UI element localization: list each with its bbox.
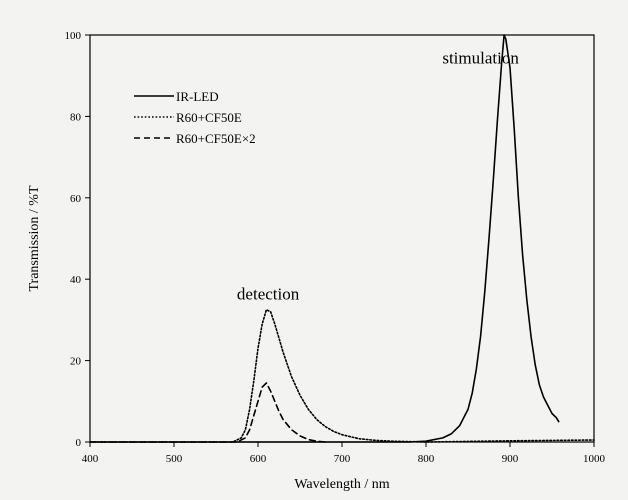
x-tick-label: 600	[250, 453, 267, 465]
series-line-1	[89, 34, 560, 443]
y-tick-label: 40	[70, 274, 82, 286]
series-line-2	[89, 308, 595, 443]
x-tick-label: 800	[418, 453, 435, 465]
x-tick-label: 400	[82, 453, 99, 465]
y-tick-label: 0	[76, 437, 82, 449]
y-tick-label: 100	[65, 30, 82, 42]
x-tick-label: 1000	[583, 453, 606, 465]
y-tick-label: 80	[70, 111, 82, 123]
series-line-3	[89, 382, 327, 443]
x-axis-label: Wavelength / nm	[294, 477, 389, 492]
y-axis-label: Transmission / %T	[27, 185, 42, 292]
x-tick-label: 700	[334, 453, 351, 465]
x-tick-label: 500	[166, 453, 183, 465]
legend-label-3: R60+CF50E×2	[176, 131, 256, 146]
y-tick-label: 60	[70, 193, 82, 205]
legend-label-1: IR-LED	[176, 89, 219, 104]
annotation-2: detection	[237, 285, 300, 304]
annotation-1: stimulation	[442, 48, 519, 67]
legend-label-2: R60+CF50E	[176, 110, 242, 125]
y-tick-label: 20	[70, 356, 82, 368]
x-tick-label: 900	[502, 453, 519, 465]
